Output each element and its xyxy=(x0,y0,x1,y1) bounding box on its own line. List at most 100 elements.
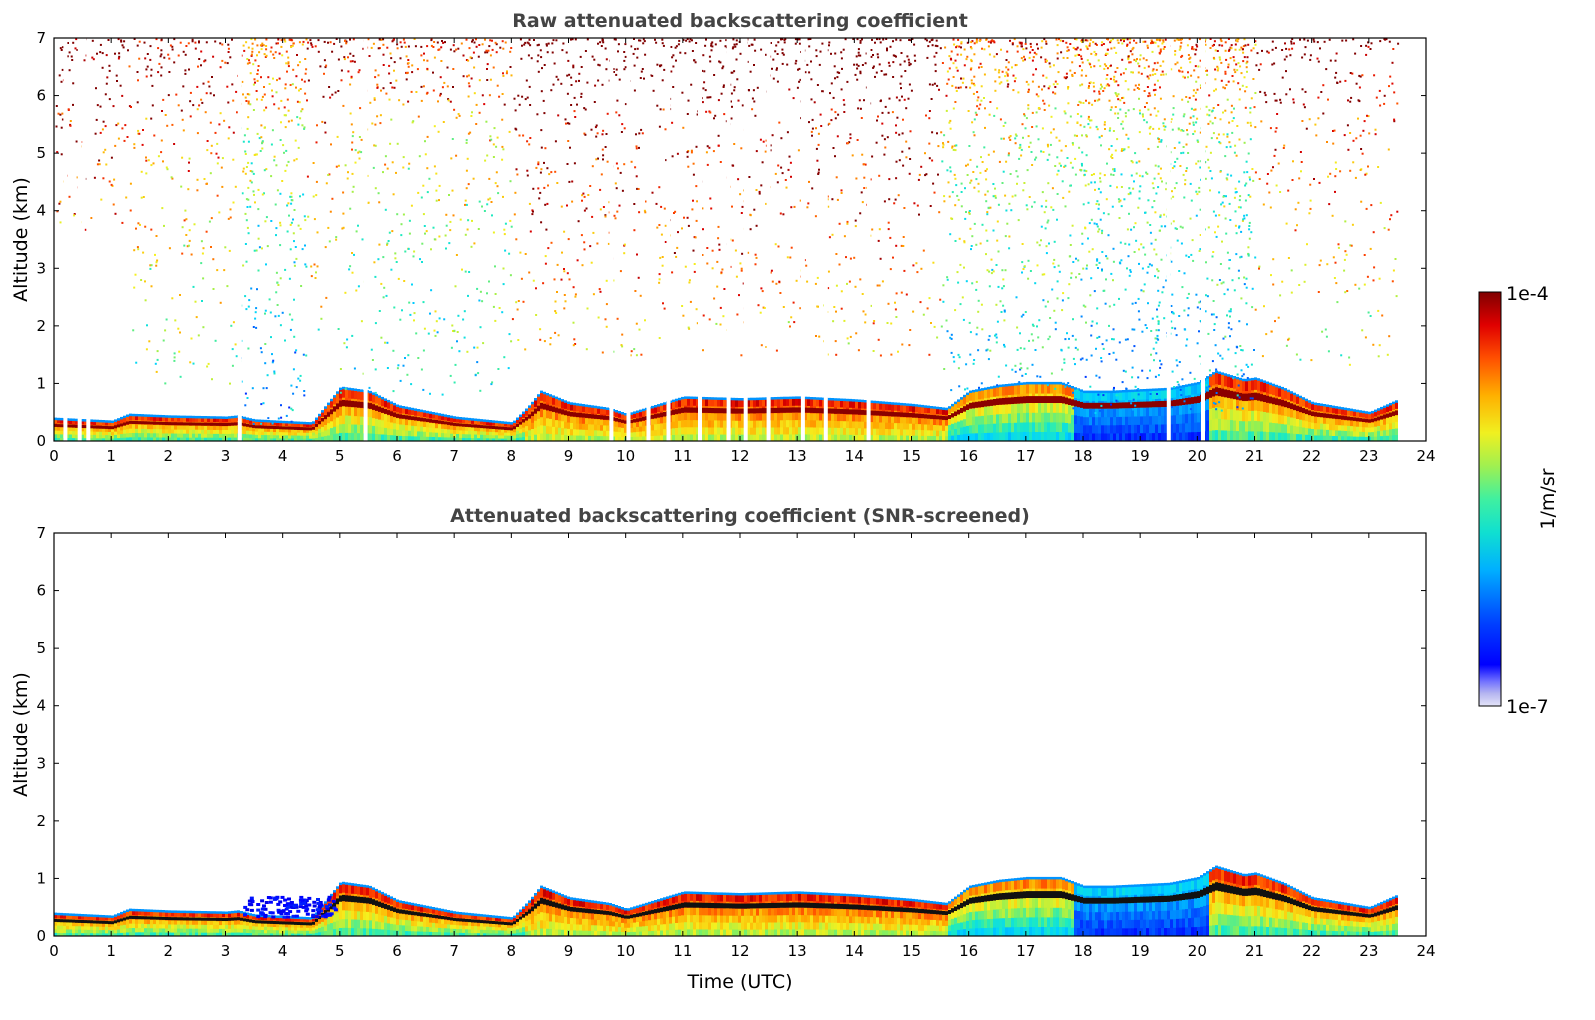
bl-cell xyxy=(1362,436,1365,441)
bl-edge-cell xyxy=(1263,380,1266,383)
bl-cell xyxy=(981,423,984,434)
aerosol-layer-cell xyxy=(1119,402,1122,409)
noise-cell xyxy=(105,82,108,85)
bl-cell xyxy=(975,407,978,417)
aerosol-layer-cell xyxy=(246,423,249,427)
noise-cell xyxy=(466,75,469,78)
noise-cell xyxy=(247,198,250,201)
aerosol-layer-cell xyxy=(261,425,264,429)
bl-cell xyxy=(1065,431,1068,441)
aerosol-layer-cell xyxy=(171,422,174,426)
noise-cell xyxy=(481,300,484,303)
bl-cell xyxy=(468,433,471,438)
bl-cell xyxy=(1137,432,1140,441)
bl-cell xyxy=(1101,432,1104,441)
bl-edge-cell xyxy=(981,388,984,391)
bl-cell xyxy=(579,423,582,430)
noise-cell xyxy=(477,55,480,58)
noise-cell xyxy=(137,248,140,251)
noise-cell xyxy=(260,124,263,127)
bl-cell xyxy=(603,419,606,426)
noise-cell xyxy=(429,312,431,315)
bl-cell xyxy=(621,431,624,437)
aerosol-layer-cell xyxy=(933,415,936,420)
bl-cell xyxy=(303,435,306,439)
bl-edge-cell xyxy=(915,404,918,407)
noise-cell xyxy=(390,268,393,271)
noise-cell xyxy=(797,149,800,152)
bl-cell xyxy=(135,415,138,421)
aerosol-layer-cell xyxy=(348,400,351,407)
bl-cell xyxy=(792,433,795,441)
bl-cell xyxy=(633,431,636,437)
noise-cell xyxy=(256,44,259,47)
bl-cell xyxy=(180,433,183,438)
aerosol-layer-cell xyxy=(393,412,396,417)
bl-cell xyxy=(558,420,561,428)
bl-cell xyxy=(147,436,150,441)
aerosol-layer-cell xyxy=(54,423,57,427)
bl-cell xyxy=(387,414,390,422)
bl-cell xyxy=(630,436,633,441)
noise-cell xyxy=(249,170,252,172)
bl-edge-cell xyxy=(1164,387,1167,391)
bl-cell xyxy=(1263,431,1266,441)
bl-cell xyxy=(372,425,375,434)
bl-cell xyxy=(93,437,96,441)
bl-cell xyxy=(804,412,807,421)
noise-cell xyxy=(345,346,348,349)
bl-cell xyxy=(1248,430,1251,441)
noise-cell xyxy=(508,252,511,255)
bl-cell xyxy=(348,406,351,416)
bl-cell xyxy=(324,435,327,441)
bl-cell xyxy=(936,419,939,426)
bl-edge-cell xyxy=(903,403,906,406)
bl-cell xyxy=(393,434,396,441)
bl-edge-cell xyxy=(936,406,939,410)
bl-edge-cell xyxy=(252,418,255,422)
bl-edge-cell xyxy=(1101,390,1104,394)
noise-cell xyxy=(347,56,349,59)
bl-cell xyxy=(585,406,588,413)
bl-cell xyxy=(549,425,552,434)
bl-cell xyxy=(1293,425,1296,434)
bl-cell xyxy=(882,402,885,410)
bl-cell xyxy=(408,419,411,426)
bl-edge-cell xyxy=(1035,381,1038,385)
noise-cell xyxy=(323,72,325,75)
bl-cell xyxy=(306,435,309,439)
aerosol-layer-cell xyxy=(480,425,483,429)
bl-edge-cell xyxy=(465,417,468,421)
noise-cell xyxy=(244,392,247,395)
noise-cell xyxy=(302,40,305,43)
noise-cell xyxy=(476,361,479,364)
bl-edge-cell xyxy=(999,384,1002,388)
bl-edge-cell xyxy=(1251,377,1254,381)
aerosol-layer-cell xyxy=(165,422,168,425)
noise-cell xyxy=(284,40,287,43)
bl-edge-cell xyxy=(492,420,495,423)
noise-cell xyxy=(264,220,267,223)
noise-cell xyxy=(263,192,265,195)
bl-cell xyxy=(615,426,618,432)
bl-cell xyxy=(927,429,930,436)
bl-cell xyxy=(189,429,192,434)
noise-cell xyxy=(223,119,226,122)
bl-cell xyxy=(498,431,501,436)
bl-cell xyxy=(600,419,603,426)
noise-cell xyxy=(277,314,280,317)
bl-cell xyxy=(1011,403,1014,414)
bl-edge-cell xyxy=(354,388,357,391)
bl-cell xyxy=(1029,402,1032,413)
bl-cell xyxy=(915,423,918,430)
bl-cell xyxy=(909,429,912,436)
noise-cell xyxy=(352,131,355,134)
aerosol-layer-cell xyxy=(141,421,144,425)
bl-cell xyxy=(621,427,624,433)
bl-cell xyxy=(951,405,954,412)
noise-cell xyxy=(253,154,256,156)
bl-cell xyxy=(795,412,798,421)
noise-cell xyxy=(396,213,399,216)
noise-cell xyxy=(173,143,176,145)
noise-cell xyxy=(253,78,256,81)
